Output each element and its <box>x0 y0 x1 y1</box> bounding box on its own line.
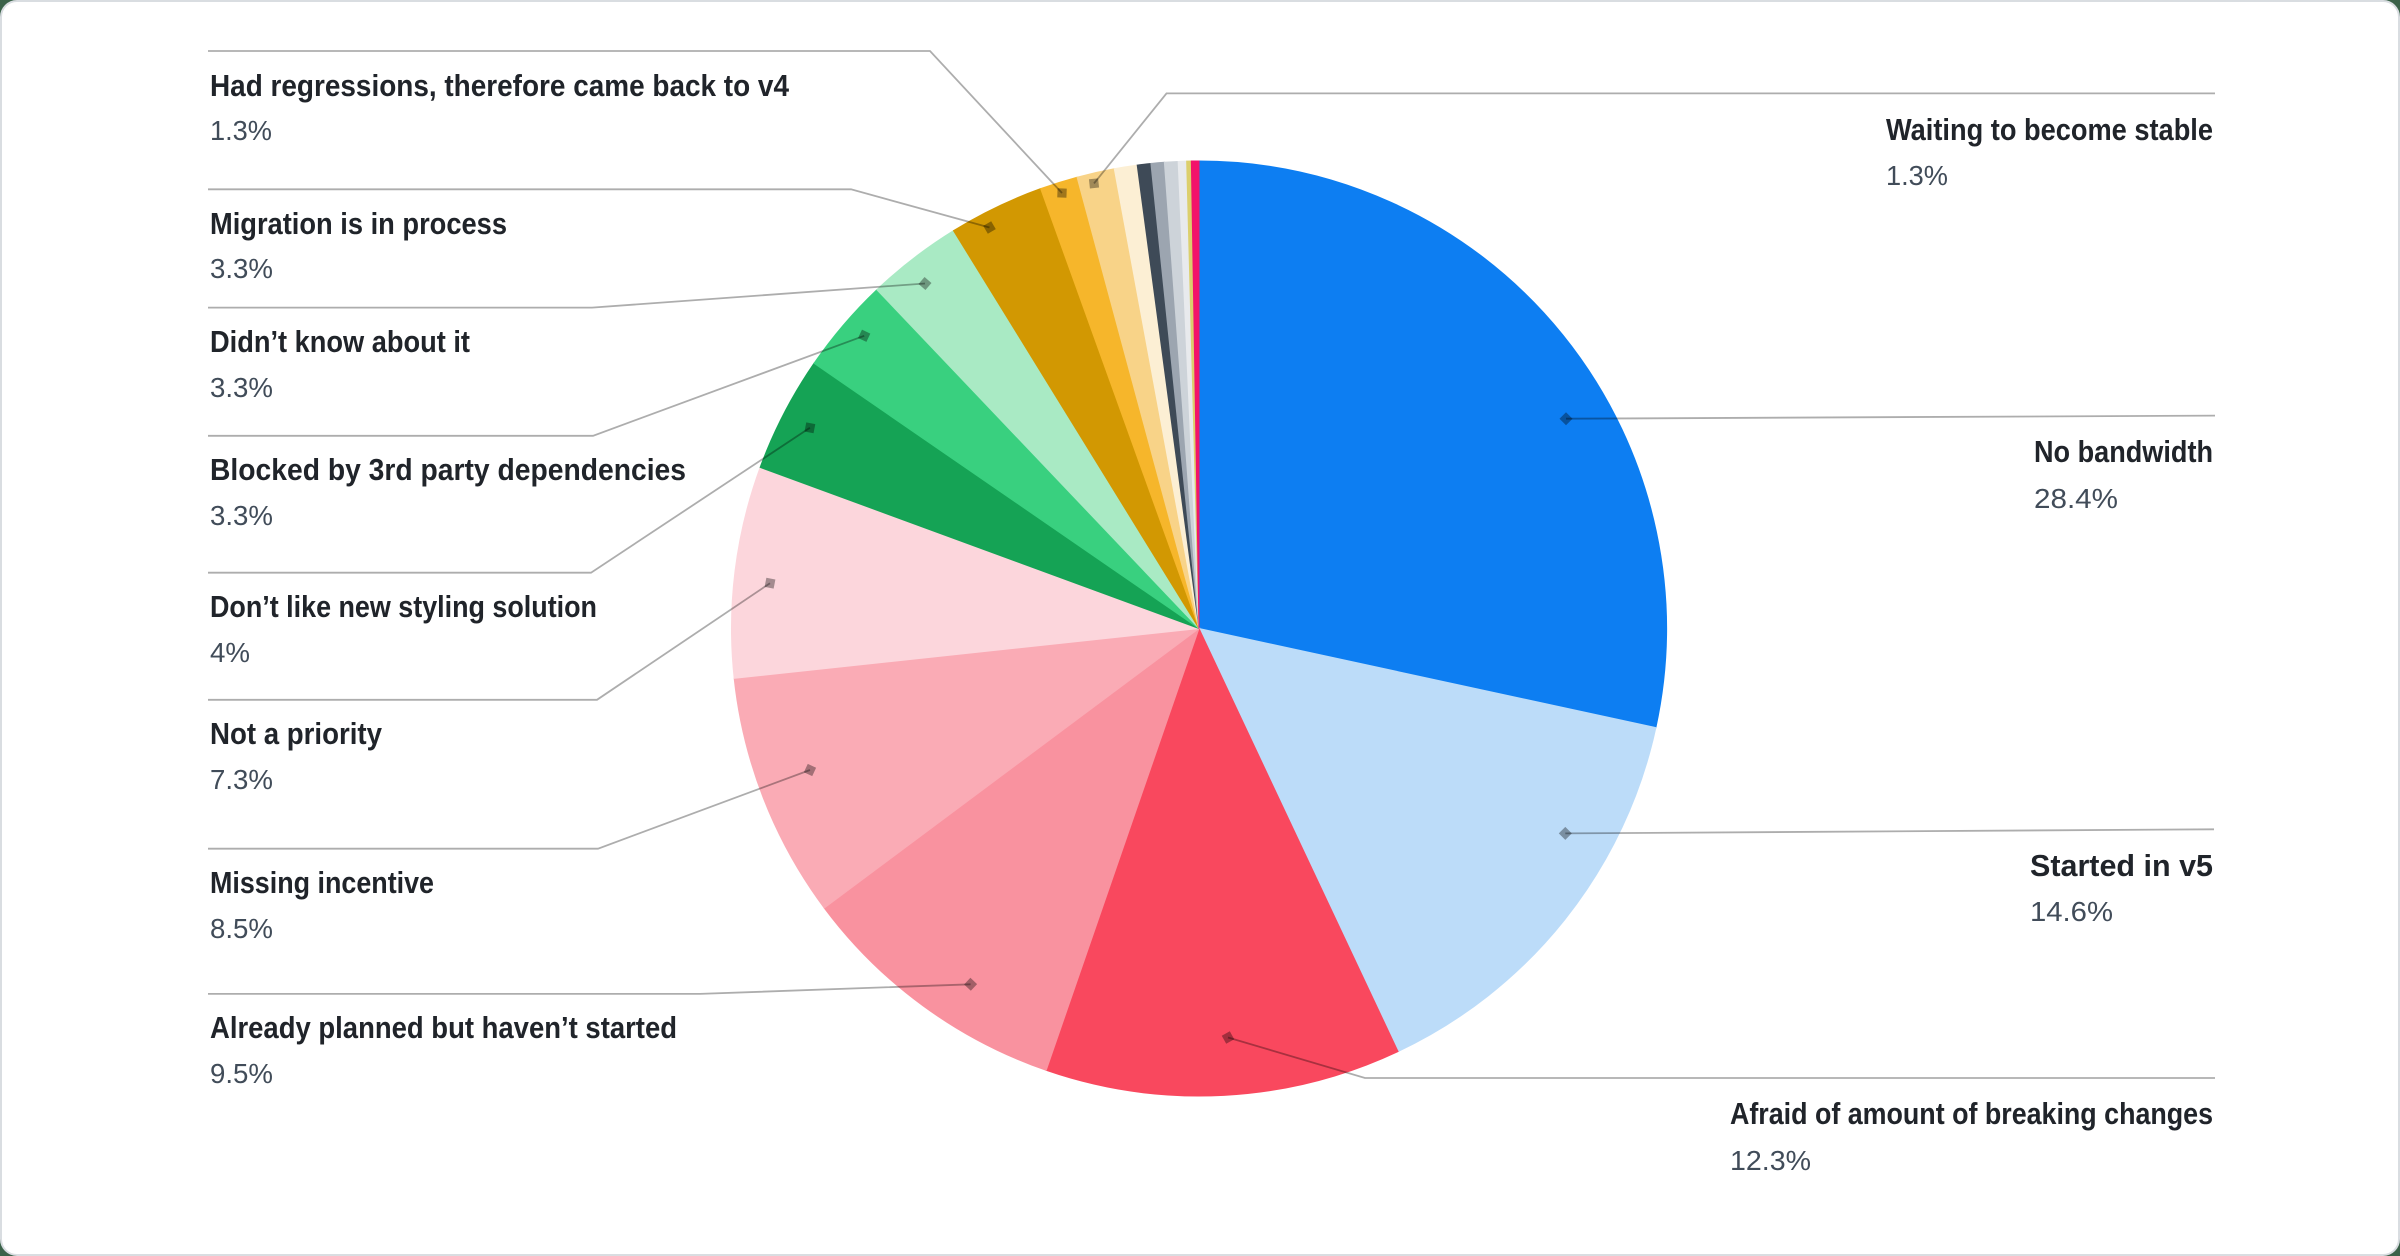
svg-text:8.5%: 8.5% <box>210 913 273 944</box>
svg-text:12.3%: 12.3% <box>1730 1145 1811 1176</box>
svg-text:3.3%: 3.3% <box>210 372 273 403</box>
svg-text:Had regressions, therefore cam: Had regressions, therefore came back to … <box>210 68 790 103</box>
svg-text:Started in v5: Started in v5 <box>2030 848 2213 883</box>
svg-text:4%: 4% <box>210 637 250 668</box>
svg-text:1.3%: 1.3% <box>210 115 272 146</box>
svg-text:Afraid of amount of breaking c: Afraid of amount of breaking changes <box>1730 1096 2213 1131</box>
svg-text:14.6%: 14.6% <box>2030 896 2113 927</box>
svg-text:Migration is in process: Migration is in process <box>210 206 507 241</box>
svg-text:Blocked by 3rd party dependenc: Blocked by 3rd party dependencies <box>210 452 686 487</box>
svg-text:28.4%: 28.4% <box>2034 483 2118 514</box>
svg-text:9.5%: 9.5% <box>210 1058 273 1089</box>
svg-text:7.3%: 7.3% <box>210 764 273 795</box>
svg-text:Don’t like new styling solutio: Don’t like new styling solution <box>210 589 597 624</box>
svg-text:No bandwidth: No bandwidth <box>2034 434 2213 469</box>
svg-text:Already planned but haven’t st: Already planned but haven’t started <box>210 1010 677 1045</box>
svg-text:Waiting to become stable: Waiting to become stable <box>1886 112 2213 147</box>
svg-text:3.3%: 3.3% <box>210 253 273 284</box>
svg-text:Missing incentive: Missing incentive <box>210 865 434 900</box>
svg-text:3.3%: 3.3% <box>210 500 273 531</box>
svg-text:Not a priority: Not a priority <box>210 716 383 751</box>
svg-text:Didn’t know about it: Didn’t know about it <box>210 324 470 359</box>
svg-text:1.3%: 1.3% <box>1886 160 1948 191</box>
